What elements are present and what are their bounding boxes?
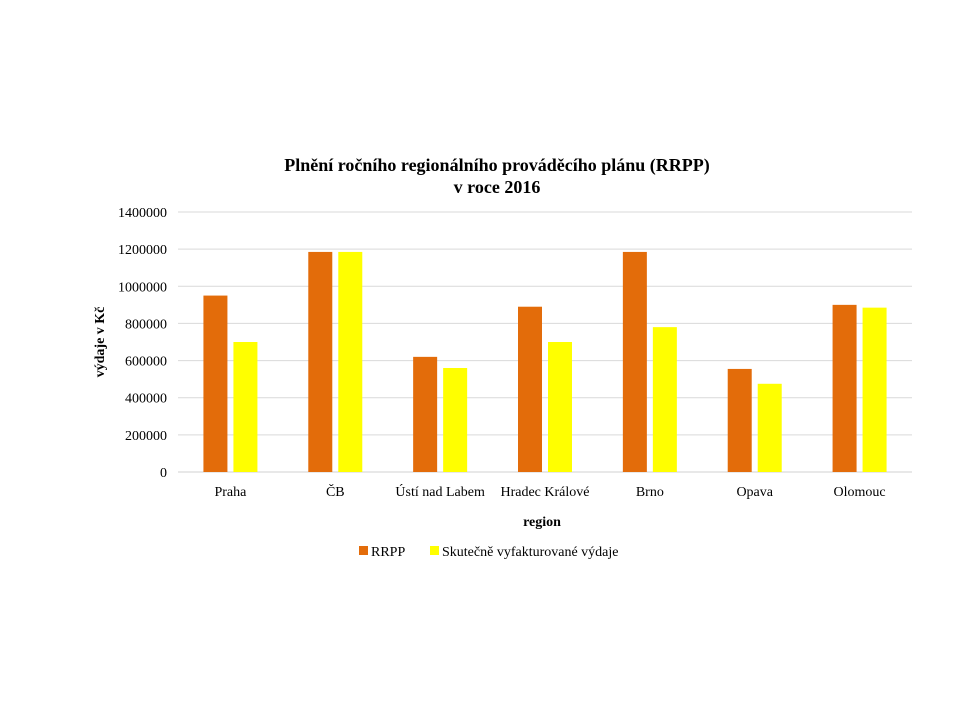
x-tick-label: ČB (326, 483, 345, 500)
y-tick-label: 1400000 (118, 206, 167, 221)
x-tick-label: Hradec Králové (500, 485, 589, 500)
y-axis-ticks: 0 200000 400000 600000 800000 1000000 1200000 1… (118, 206, 167, 481)
bar-rrpp-0 (203, 295, 228, 472)
x-axis-title: region (523, 515, 561, 530)
legend-swatch-rrpp (359, 546, 368, 555)
y-tick-label: 400000 (125, 392, 167, 407)
bar-rrpp-6 (832, 304, 857, 472)
bar-rrpp-1 (308, 251, 333, 472)
legend-swatch-skutecne (430, 546, 439, 555)
gridlines (178, 211, 912, 473)
y-axis-title: výdaje v Kč (93, 307, 108, 378)
bar-skutecne-6 (862, 307, 887, 472)
y-tick-label: 0 (160, 466, 167, 481)
bar-rrpp-4 (622, 251, 647, 472)
y-tick-label: 1200000 (118, 243, 167, 258)
y-tick-label: 1000000 (118, 280, 167, 295)
x-tick-label: Ústí nad Labem (395, 483, 485, 500)
legend-label-rrpp: RRPP (371, 545, 405, 560)
x-axis-ticks: Praha ČB Ústí nad Labem Hradec Králové Brno O… (214, 483, 885, 500)
bar-skutecne-2 (443, 368, 468, 472)
bars (203, 251, 887, 472)
x-tick-label: Olomouc (834, 485, 886, 500)
bar-rrpp-5 (727, 368, 752, 472)
bar-skutecne-0 (233, 342, 258, 472)
legend: RRPP Skutečně vyfakturované výdaje (359, 545, 619, 560)
y-tick-label: 200000 (125, 429, 167, 444)
bar-skutecne-1 (338, 251, 363, 472)
x-tick-label: Praha (214, 485, 247, 500)
legend-label-skutecne: Skutečně vyfakturované výdaje (442, 545, 619, 560)
chart-title-line-1: Plnění ročního regionálního prováděcího … (284, 155, 710, 176)
bar-rrpp-3 (518, 306, 542, 472)
y-tick-label: 800000 (125, 317, 167, 332)
x-tick-label: Brno (636, 485, 664, 500)
bar-skutecne-5 (757, 383, 782, 472)
y-tick-label: 600000 (125, 355, 167, 370)
x-tick-label: Opava (736, 485, 773, 500)
bar-skutecne-4 (652, 327, 677, 472)
chart-title-line-2: v roce 2016 (454, 177, 541, 197)
bar-skutecne-3 (548, 342, 572, 472)
bar-rrpp-2 (413, 356, 438, 472)
